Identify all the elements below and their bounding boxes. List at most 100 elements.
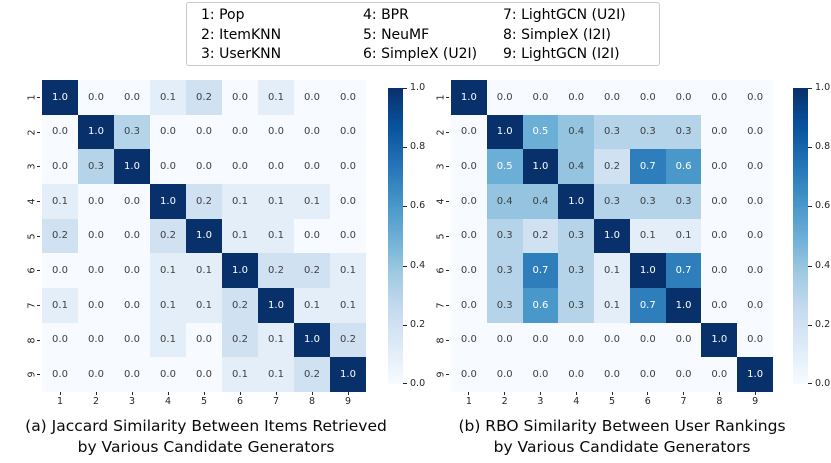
heatmap-cell-r7-c9: 0.1 (330, 288, 366, 323)
heatmap-cell-r7-c4: 0.1 (150, 288, 186, 323)
caption-b-line2: by Various Candidate Generators (493, 438, 751, 456)
x-tick-label-2: 2 (487, 392, 523, 408)
legend-item-lightgcn-i2i: 9: LightGCN (I2I) (503, 46, 620, 62)
heatmap-cell-r6-c9: 0.1 (330, 253, 366, 288)
heatmap-cell-r1-c5: 0.2 (186, 80, 222, 115)
heatmap-cell-r8-c5: 0.0 (594, 322, 630, 358)
heatmap-cell-r1-c7: 0.0 (665, 80, 702, 115)
heatmap-cell-r1-c2: 0.0 (486, 80, 523, 115)
y-tick-label-6: 6 (429, 253, 449, 288)
heatmap-cell-r6-c7: 0.2 (258, 253, 294, 288)
heatmap-cell-r4-c6: 0.1 (222, 184, 258, 219)
heatmap-cell-r8-c7: 0.0 (665, 322, 702, 358)
heatmap-cell-r1-c1: 1.0 (42, 80, 78, 115)
heatmap-cell-r8-c7: 0.1 (258, 322, 294, 358)
colorbar-tick-label-0.8: 0.8 (815, 141, 831, 153)
y-tick-label-8: 8 (429, 323, 449, 358)
legend-item-userknn: 3: UserKNN (201, 46, 282, 62)
colorbar-tick-mark (403, 383, 407, 384)
heatmap-cell-r5-c8: 0.0 (701, 218, 738, 254)
heatmap-cell-r2-c9: 0.0 (737, 114, 773, 150)
heatmap-cell-r2-c5: 0.3 (594, 114, 630, 150)
heatmap-cell-r4-c4: 1.0 (558, 184, 595, 219)
heatmap-cell-r2-c5: 0.0 (186, 114, 222, 150)
heatmap-cell-r6-c9: 0.0 (737, 253, 773, 288)
heatmap-cell-r9-c7: 0.0 (665, 357, 702, 392)
x-tick-label-3: 3 (114, 392, 150, 408)
heatmap-cell-r8-c4: 0.0 (558, 322, 595, 358)
heatmap-cell-r5-c4: 0.2 (150, 218, 186, 254)
heatmap-cell-r4-c1: 0.0 (451, 184, 487, 219)
legend-item-bpr: 4: BPR (363, 7, 409, 23)
heatmap-cell-r3-c8: 0.0 (701, 149, 738, 184)
heatmap-cell-r9-c6: 0.1 (222, 357, 258, 392)
legend-column-2: 4: BPR 5: NeuMF 6: SimpleX (U2I) (363, 6, 477, 65)
heatmap-cell-r2-c7: 0.3 (665, 114, 702, 150)
x-tick-label-7: 7 (258, 392, 294, 408)
heatmap-cell-r6-c6: 1.0 (629, 253, 666, 288)
heatmap-cell-r8-c9: 0.0 (737, 322, 773, 358)
legend-item-simplex-u2i: 6: SimpleX (U2I) (363, 46, 478, 62)
colorbar-tick-mark (403, 88, 407, 89)
heatmap-cell-r9-c3: 0.0 (114, 357, 150, 392)
y-tick-label-7: 7 (20, 288, 40, 323)
heatmap-cell-r2-c2: 1.0 (78, 114, 114, 150)
y-tick-label-3: 3 (429, 149, 449, 184)
heatmap-cell-r7-c3: 0.6 (522, 288, 559, 323)
colorbar-tick-label-0.8: 0.8 (410, 141, 426, 153)
x-tick-label-7: 7 (666, 392, 702, 408)
heatmap-cell-r7-c5: 0.1 (186, 288, 222, 323)
colorbar: 1.0 0.8 0.6 0.4 0.2 0.0 (388, 82, 434, 389)
y-tick-label-2: 2 (429, 115, 449, 150)
colorbar-tick-label-0.2: 0.2 (410, 318, 426, 330)
caption-a-line2: by Various Candidate Generators (77, 438, 335, 456)
colorbar-tick-mark (808, 265, 812, 267)
heatmap-cell-r4-c9: 0.0 (737, 184, 773, 219)
heatmap-cell-r5-c5: 1.0 (186, 218, 222, 254)
heatmap-cell-r6-c7: 0.7 (665, 253, 702, 288)
colorbar-tick-mark (808, 88, 812, 89)
model-legend-box: 1: Pop 2: ItemKNN 3: UserKNN 4: BPR 5: N… (186, 2, 660, 66)
heatmap-cell-r3-c9: 0.0 (330, 149, 366, 184)
colorbar-tick-mark (808, 206, 812, 208)
heatmap-cell-r7-c8: 0.0 (701, 288, 738, 323)
colorbar-tick-mark (808, 383, 812, 384)
caption-a-line1: (a) Jaccard Similarity Between Items Ret… (25, 417, 387, 435)
heatmap-cell-r3-c2: 0.5 (486, 149, 523, 184)
colorbar-tick-label-0.2: 0.2 (815, 318, 831, 330)
heatmap-cell-r9-c1: 0.0 (451, 357, 487, 392)
heatmap-cell-r1-c4: 0.0 (558, 80, 595, 115)
heatmap-cell-r1-c2: 0.0 (78, 80, 114, 115)
x-tick-label-2: 2 (78, 392, 114, 408)
heatmap-cell-r9-c4: 0.0 (150, 357, 186, 392)
heatmap-cell-r2-c4: 0.0 (150, 114, 186, 150)
y-tick-label-4: 4 (429, 184, 449, 219)
heatmap-cell-r5-c7: 0.1 (258, 218, 294, 254)
caption-b: (b) RBO Similarity Between User Rankings… (419, 416, 825, 458)
legend-item-pop: 1: Pop (201, 7, 245, 23)
legend-item-itemknn: 2: ItemKNN (201, 26, 282, 43)
heatmap-cell-r1-c6: 0.0 (222, 80, 258, 115)
heatmap-cell-r7-c3: 0.0 (114, 288, 150, 323)
y-tick-label-8: 8 (20, 323, 40, 358)
colorbar: 1.0 0.8 0.6 0.4 0.2 0.0 (793, 82, 831, 389)
heatmap-cell-r7-c8: 0.1 (294, 288, 330, 323)
legend-item-simplex-i2i: 8: SimpleX (I2I) (503, 26, 612, 43)
heatmap-cell-r8-c1: 0.0 (451, 322, 487, 358)
heatmap-cell-r5-c4: 0.3 (558, 218, 595, 254)
heatmap-cell-r2-c3: 0.3 (114, 114, 150, 150)
heatmap-cell-r4-c3: 0.4 (522, 184, 559, 219)
heatmap-cell-r7-c2: 0.3 (486, 288, 523, 323)
y-tick-label-9: 9 (429, 357, 449, 392)
heatmap-cell-r1-c6: 0.0 (629, 80, 666, 115)
heatmap-cell-r1-c3: 0.0 (114, 80, 150, 115)
heatmap-cell-r9-c6: 0.0 (629, 357, 666, 392)
y-tick-label-1: 1 (20, 80, 40, 115)
heatmap-cell-r2-c1: 0.0 (451, 114, 487, 150)
colorbar-tick-label-0.4: 0.4 (815, 259, 831, 271)
heatmap-cell-r8-c8: 1.0 (701, 322, 738, 358)
y-tick-label-5: 5 (429, 219, 449, 254)
heatmap-cell-r1-c3: 0.0 (522, 80, 559, 115)
heatmap-cell-r8-c9: 0.2 (330, 322, 366, 358)
